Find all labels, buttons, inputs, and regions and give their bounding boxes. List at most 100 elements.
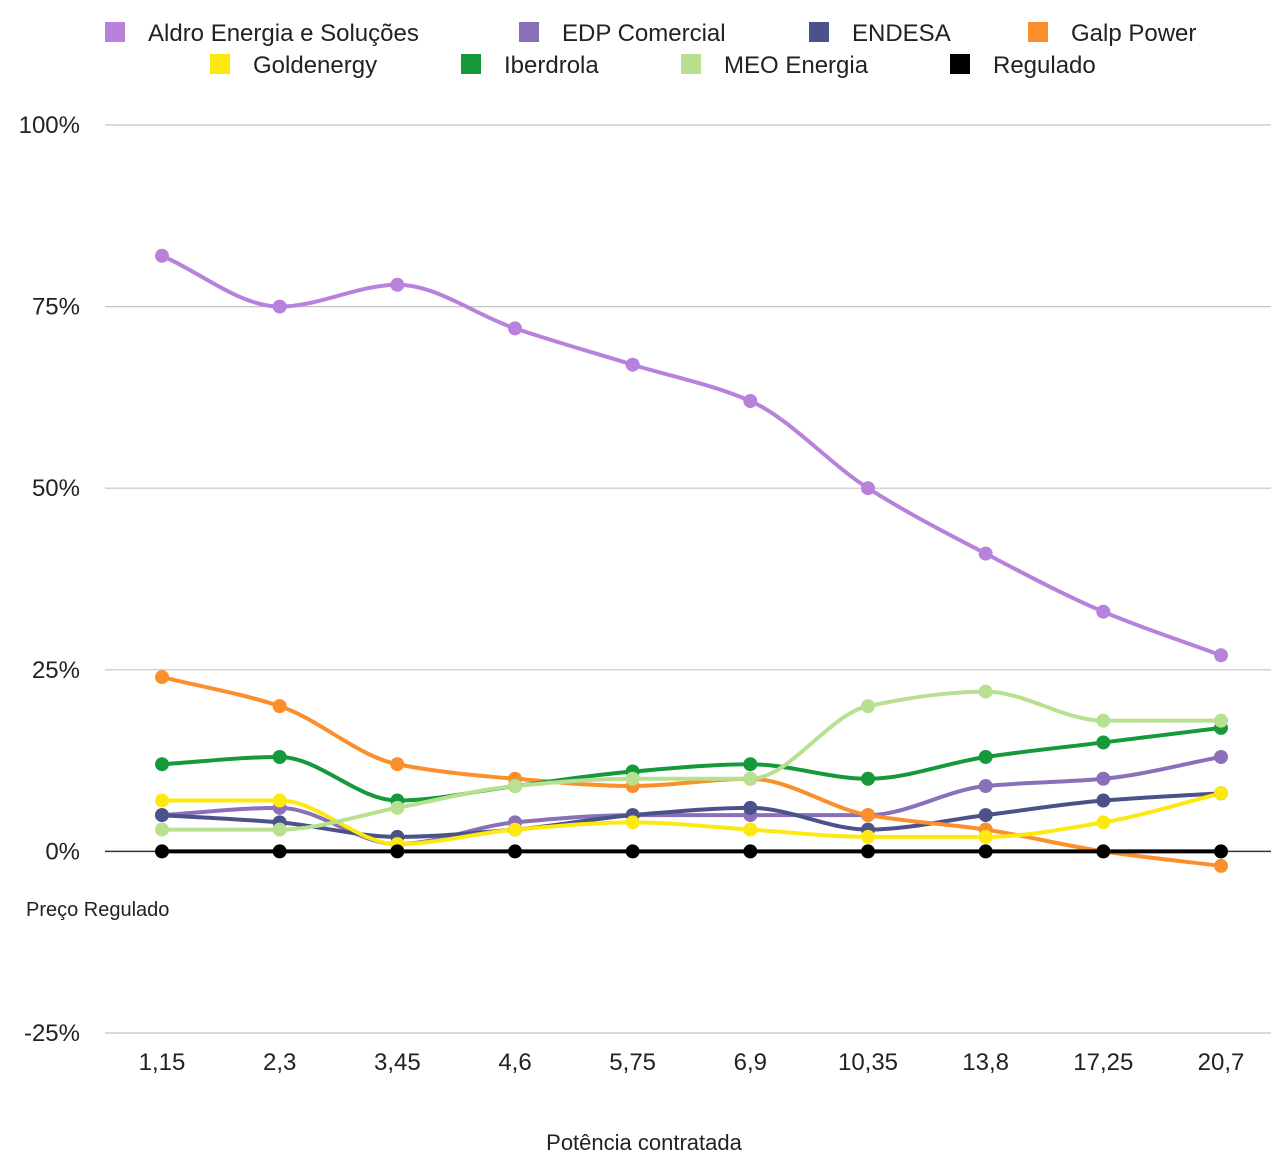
data-point-goldenergy <box>978 829 993 844</box>
x-axis-title: Potência contratada <box>546 1130 742 1153</box>
x-tick-label: 2,3 <box>263 1049 296 1076</box>
series-line-meo-energia <box>160 689 1223 832</box>
data-point-iberdrola <box>978 749 993 764</box>
data-point-meo-energia <box>978 684 993 699</box>
data-point-iberdrola <box>155 757 169 772</box>
data-point-regulado <box>1096 844 1111 859</box>
data-point-aldro-energia-e-solucoes <box>1096 604 1111 619</box>
x-tick-label: 20,7 <box>1198 1049 1245 1076</box>
data-point-aldro-energia-e-solucoes <box>272 299 287 314</box>
legend: Aldro Energia e Soluções EDP Comercial END… <box>105 20 1196 79</box>
data-point-regulado <box>743 844 758 859</box>
series-line-galp-power <box>160 675 1223 868</box>
data-point-edp-comercial <box>1096 771 1111 786</box>
data-point-meo-energia <box>155 822 169 837</box>
data-point-meo-energia <box>390 800 405 815</box>
data-point-iberdrola <box>272 749 287 764</box>
data-point-galp-power <box>390 757 405 772</box>
data-point-aldro-energia-e-solucoes <box>978 546 993 561</box>
data-point-aldro-energia-e-solucoes <box>155 248 169 263</box>
data-point-iberdrola <box>743 757 758 772</box>
data-point-meo-energia <box>508 779 522 794</box>
series-line-iberdrola <box>160 725 1223 803</box>
data-point-regulado <box>508 844 522 859</box>
x-tick-label: 3,45 <box>374 1049 421 1076</box>
data-point-edp-comercial <box>978 779 993 794</box>
data-point-regulado <box>272 844 287 859</box>
data-point-regulado <box>978 844 993 859</box>
x-tick-label: 5,75 <box>609 1049 656 1076</box>
data-point-aldro-energia-e-solucoes <box>1214 648 1228 663</box>
data-point-aldro-energia-e-solucoes <box>508 321 522 336</box>
data-point-meo-energia <box>272 822 287 837</box>
data-point-goldenergy <box>861 829 875 844</box>
data-point-regulado <box>625 844 640 859</box>
data-point-endesa <box>978 808 993 823</box>
legend-label: Goldenergy <box>253 52 377 79</box>
legend-label: Aldro Energia e Soluções <box>148 20 419 47</box>
data-point-regulado <box>390 844 405 859</box>
x-tick-label: 6,9 <box>734 1049 767 1076</box>
y-axis-ticks: -25% 0% 25% 50% 75% 100% <box>19 112 80 1047</box>
data-point-galp-power <box>272 699 287 714</box>
legend-label: Iberdrola <box>504 52 599 79</box>
data-point-endesa <box>743 800 758 815</box>
data-point-aldro-energia-e-solucoes <box>625 357 640 372</box>
y-tick-label: 75% <box>32 294 80 321</box>
data-point-meo-energia <box>743 771 758 786</box>
data-point-galp-power <box>861 808 875 823</box>
legend-swatch <box>809 22 829 42</box>
series-line-endesa <box>160 791 1223 839</box>
data-point-regulado <box>155 844 169 859</box>
y-tick-label: 0% <box>45 838 80 865</box>
data-point-endesa <box>155 808 169 823</box>
data-point-goldenergy <box>272 793 287 808</box>
y-tick-label: -25% <box>24 1020 80 1047</box>
data-point-meo-energia <box>861 699 875 714</box>
data-point-meo-energia <box>1214 713 1228 728</box>
data-point-goldenergy <box>625 815 640 830</box>
legend-label: ENDESA <box>852 20 951 47</box>
x-tick-label: 1,15 <box>139 1049 186 1076</box>
grid-lines <box>105 124 1271 1034</box>
data-point-aldro-energia-e-solucoes <box>743 394 758 409</box>
data-point-meo-energia <box>1096 713 1111 728</box>
data-point-endesa <box>1096 793 1111 808</box>
data-point-meo-energia <box>625 771 640 786</box>
data-point-goldenergy <box>155 793 169 808</box>
data-point-iberdrola <box>1096 735 1111 750</box>
x-tick-label: 13,8 <box>962 1049 1009 1076</box>
x-tick-label: 17,25 <box>1073 1049 1133 1076</box>
data-point-aldro-energia-e-solucoes <box>390 277 405 292</box>
legend-swatch <box>210 54 230 74</box>
series-line-edp-comercial <box>160 754 1223 847</box>
legend-label: EDP Comercial <box>562 20 726 47</box>
data-point-edp-comercial <box>1214 749 1228 764</box>
data-point-aldro-energia-e-solucoes <box>861 481 875 496</box>
legend-swatch <box>950 54 970 74</box>
x-tick-label: 10,35 <box>838 1049 898 1076</box>
data-point-goldenergy <box>508 822 522 837</box>
data-points <box>155 248 1228 873</box>
annotation-preco-regulado: Preço Regulado <box>26 899 169 921</box>
legend-label: MEO Energia <box>724 52 869 79</box>
series-lines <box>160 253 1223 868</box>
data-point-goldenergy <box>1214 786 1228 801</box>
legend-swatch <box>461 54 481 74</box>
legend-label: Galp Power <box>1071 20 1196 47</box>
data-point-regulado <box>861 844 875 859</box>
data-point-galp-power <box>155 670 169 685</box>
legend-swatch <box>1028 22 1048 42</box>
y-tick-label: 25% <box>32 657 80 684</box>
x-axis-ticks: 1,15 2,3 3,45 4,6 5,75 6,9 10,35 13,8 17,25 20,7 <box>139 1049 1245 1076</box>
data-point-iberdrola <box>861 771 875 786</box>
legend-swatch <box>681 54 701 74</box>
legend-swatch <box>105 22 125 42</box>
x-tick-label: 4,6 <box>498 1049 531 1076</box>
series-line-aldro-energia-e-solucoes <box>160 253 1223 658</box>
y-tick-label: 50% <box>32 475 80 502</box>
legend-swatch <box>519 22 539 42</box>
data-point-goldenergy <box>1096 815 1111 830</box>
data-point-goldenergy <box>743 822 758 837</box>
